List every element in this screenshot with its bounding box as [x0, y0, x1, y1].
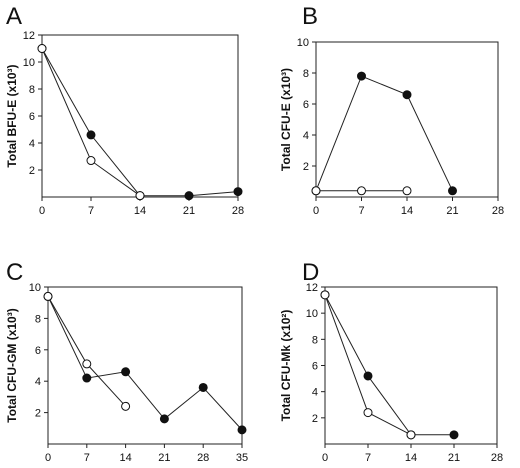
data-point-filled — [237, 425, 247, 435]
data-point-filled — [86, 130, 96, 140]
y-axis-title: Total CFU-GM (x10³) — [5, 308, 19, 422]
data-point-filled — [448, 186, 457, 196]
y-tick-label: 6 — [303, 99, 309, 111]
y-tick-label: 6 — [312, 361, 318, 373]
data-point-open — [37, 44, 47, 53]
x-tick-label: 28 — [197, 452, 209, 464]
data-point-open — [86, 156, 96, 166]
x-tick-label: 0 — [39, 205, 45, 217]
y-tick-label: 10 — [306, 308, 318, 320]
data-point-filled — [184, 191, 194, 201]
series-line-filled — [41, 48, 239, 197]
series-line-filled — [324, 294, 454, 436]
y-axis-title: Total CFU-E (x10³) — [279, 68, 293, 171]
y-tick-label: 10 — [297, 37, 309, 49]
x-tick-label: 0 — [313, 205, 319, 217]
y-tick-label: 2 — [29, 165, 35, 177]
data-point-open — [43, 291, 53, 301]
y-tick-label: 4 — [312, 387, 318, 399]
y-tick-label: 4 — [35, 376, 41, 388]
plot-frame — [315, 41, 499, 198]
x-tick-label: 21 — [448, 452, 460, 464]
y-tick-label: 8 — [35, 313, 41, 325]
y-axis-title: Total CFU-Mk (x10²) — [279, 310, 293, 422]
x-tick-label: 28 — [492, 205, 504, 217]
data-point-filled — [121, 367, 131, 377]
data-point-filled — [233, 187, 243, 197]
data-point-filled — [357, 71, 366, 81]
x-tick-label: 21 — [158, 452, 170, 464]
panel-letter: A — [6, 3, 22, 30]
x-tick-label: 14 — [134, 205, 146, 217]
x-tick-label: 21 — [446, 205, 458, 217]
y-tick-label: 10 — [23, 57, 35, 69]
y-tick-label: 6 — [29, 111, 35, 123]
plot-frame — [47, 286, 243, 445]
data-point-open — [402, 186, 412, 196]
x-tick-label: 21 — [183, 205, 195, 217]
x-tick-label: 0 — [322, 452, 328, 464]
x-tick-label: 28 — [232, 205, 244, 217]
x-tick-label: 14 — [401, 205, 413, 217]
y-tick-label: 12 — [23, 30, 35, 42]
x-tick-label: 7 — [84, 452, 90, 464]
series-line-filled — [47, 296, 243, 431]
data-point-open — [363, 408, 373, 418]
panel-letter: C — [6, 259, 23, 286]
y-tick-label: 12 — [306, 282, 318, 294]
y-tick-label: 8 — [303, 68, 309, 80]
y-tick-label: 6 — [35, 345, 41, 357]
y-tick-label: 10 — [29, 282, 41, 294]
x-tick-label: 35 — [236, 452, 248, 464]
y-axis-title: Total BFU-E (x10³) — [5, 64, 19, 167]
y-tick-label: 8 — [29, 84, 35, 96]
data-point-open — [320, 290, 330, 300]
y-tick-label: 8 — [312, 334, 318, 346]
data-point-open — [82, 359, 92, 369]
y-tick-label: 2 — [312, 413, 318, 425]
y-tick-label: 2 — [35, 408, 41, 420]
x-tick-label: 0 — [45, 452, 51, 464]
panel-letter: B — [302, 3, 318, 30]
x-tick-label: 7 — [365, 452, 371, 464]
y-tick-label: 4 — [303, 130, 309, 142]
series-line-filled — [315, 75, 453, 192]
data-point-filled — [363, 371, 373, 381]
data-point-open — [311, 186, 321, 196]
series-line-open — [47, 296, 126, 407]
data-point-filled — [159, 414, 169, 424]
panel-c: C 0 7 14 21 28 35 2 4 6 8 10 Total CFU-GM (x10³) — [5, 259, 248, 464]
y-tick-label: 2 — [303, 161, 309, 173]
data-point-open — [406, 430, 416, 440]
x-tick-label: 14 — [119, 452, 131, 464]
panel-letter: D — [302, 259, 319, 286]
panel-b: B 0 7 14 21 28 2 4 6 8 10 Total CFU-E (x10³) — [279, 3, 504, 217]
data-point-filled — [402, 90, 412, 100]
series-line-open — [41, 48, 141, 197]
data-point-open — [121, 401, 131, 411]
x-tick-label: 7 — [358, 205, 364, 217]
panel-a: A 0 7 14 21 28 2 4 6 8 10 12 Total BFU-E (x10³) — [5, 3, 244, 217]
data-point-open — [135, 191, 145, 201]
data-point-filled — [449, 430, 459, 440]
data-point-filled — [198, 382, 208, 392]
x-tick-label: 7 — [88, 205, 94, 217]
data-point-filled — [82, 373, 92, 383]
panel-d: D 0 7 14 21 28 2 4 6 8 10 12 Total CFU-Mk (x10²) — [279, 259, 503, 464]
x-tick-label: 28 — [491, 452, 503, 464]
data-point-open — [357, 186, 366, 196]
x-tick-label: 14 — [405, 452, 417, 464]
y-tick-label: 4 — [29, 138, 35, 150]
